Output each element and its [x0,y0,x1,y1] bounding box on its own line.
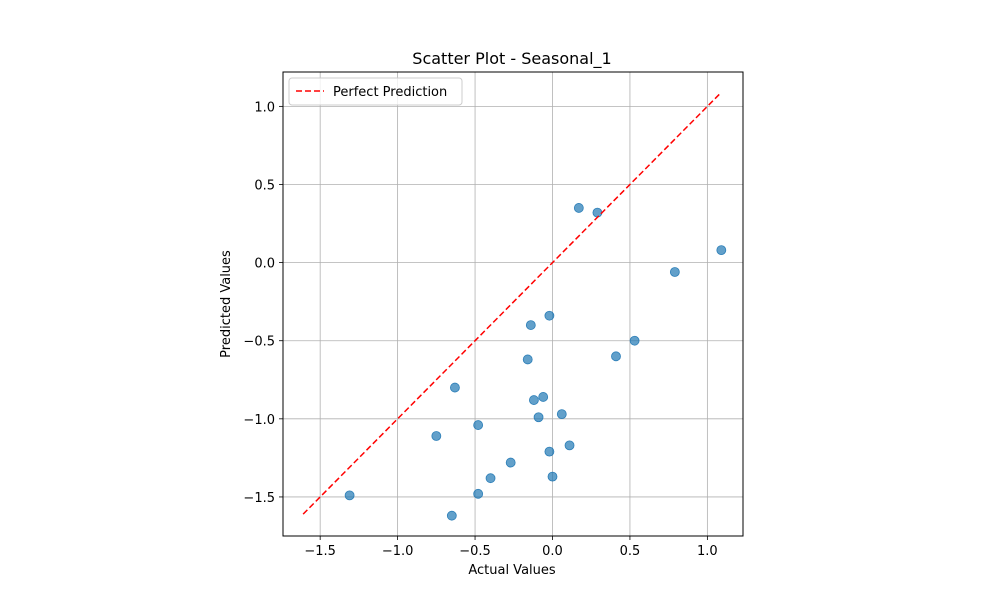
scatter-point [525,320,536,330]
y-axis-ticks: −1.5 −1.0 −0.5 0.0 0.5 1.0 [243,100,283,506]
y-tick-label: −1.5 [243,491,275,506]
scatter-point [544,310,555,321]
scatter-point [446,510,457,521]
axes-frame [282,71,744,537]
series-layer [302,91,727,521]
scatter-point [485,473,496,484]
scatter-point [473,420,484,430]
scatter-point [592,207,603,218]
x-tick-label: 0.5 [620,544,641,559]
x-axis-ticks: −1.5 −1.0 −0.5 0.0 0.5 1.0 [304,536,718,559]
y-tick-label: −0.5 [243,335,275,350]
scatter-point [533,412,544,423]
scatter-point [538,392,549,402]
scatter-point [431,431,442,441]
y-tick-label: 1.0 [254,100,275,115]
scatter-point [716,245,727,256]
scatter-point [529,395,539,405]
legend-box [288,77,463,106]
scatter-point [556,409,567,420]
scatter-point [450,382,460,393]
y-tick-label: 0.0 [254,257,275,272]
grid [283,72,743,536]
x-axis-label: Actual Values [468,563,556,578]
scatter-point [629,335,640,346]
scatter-point [611,351,621,362]
scatter-point [573,203,584,213]
x-tick-label: −0.5 [459,544,491,559]
legend: Perfect Prediction [288,77,463,106]
scatter-point [544,446,555,457]
y-axis-label: Predicted Values [219,250,234,358]
scatter-point [522,354,533,365]
scatter-point [547,471,558,482]
plot-area [282,71,744,537]
x-tick-label: 0.0 [542,544,563,559]
scatter-point [505,457,516,468]
scatter-point [564,440,575,451]
x-tick-label: −1.0 [382,544,414,559]
y-tick-label: 0.5 [254,178,275,193]
y-tick-label: −1.0 [243,413,275,428]
scatter-point [669,267,680,277]
x-tick-label: −1.5 [304,544,336,559]
scatter-point [344,490,355,501]
x-tick-label: 1.0 [697,544,718,559]
scatter-point [473,488,484,499]
chart-title: Scatter Plot - Seasonal_1 [412,49,611,69]
legend-label: Perfect Prediction [333,85,447,100]
